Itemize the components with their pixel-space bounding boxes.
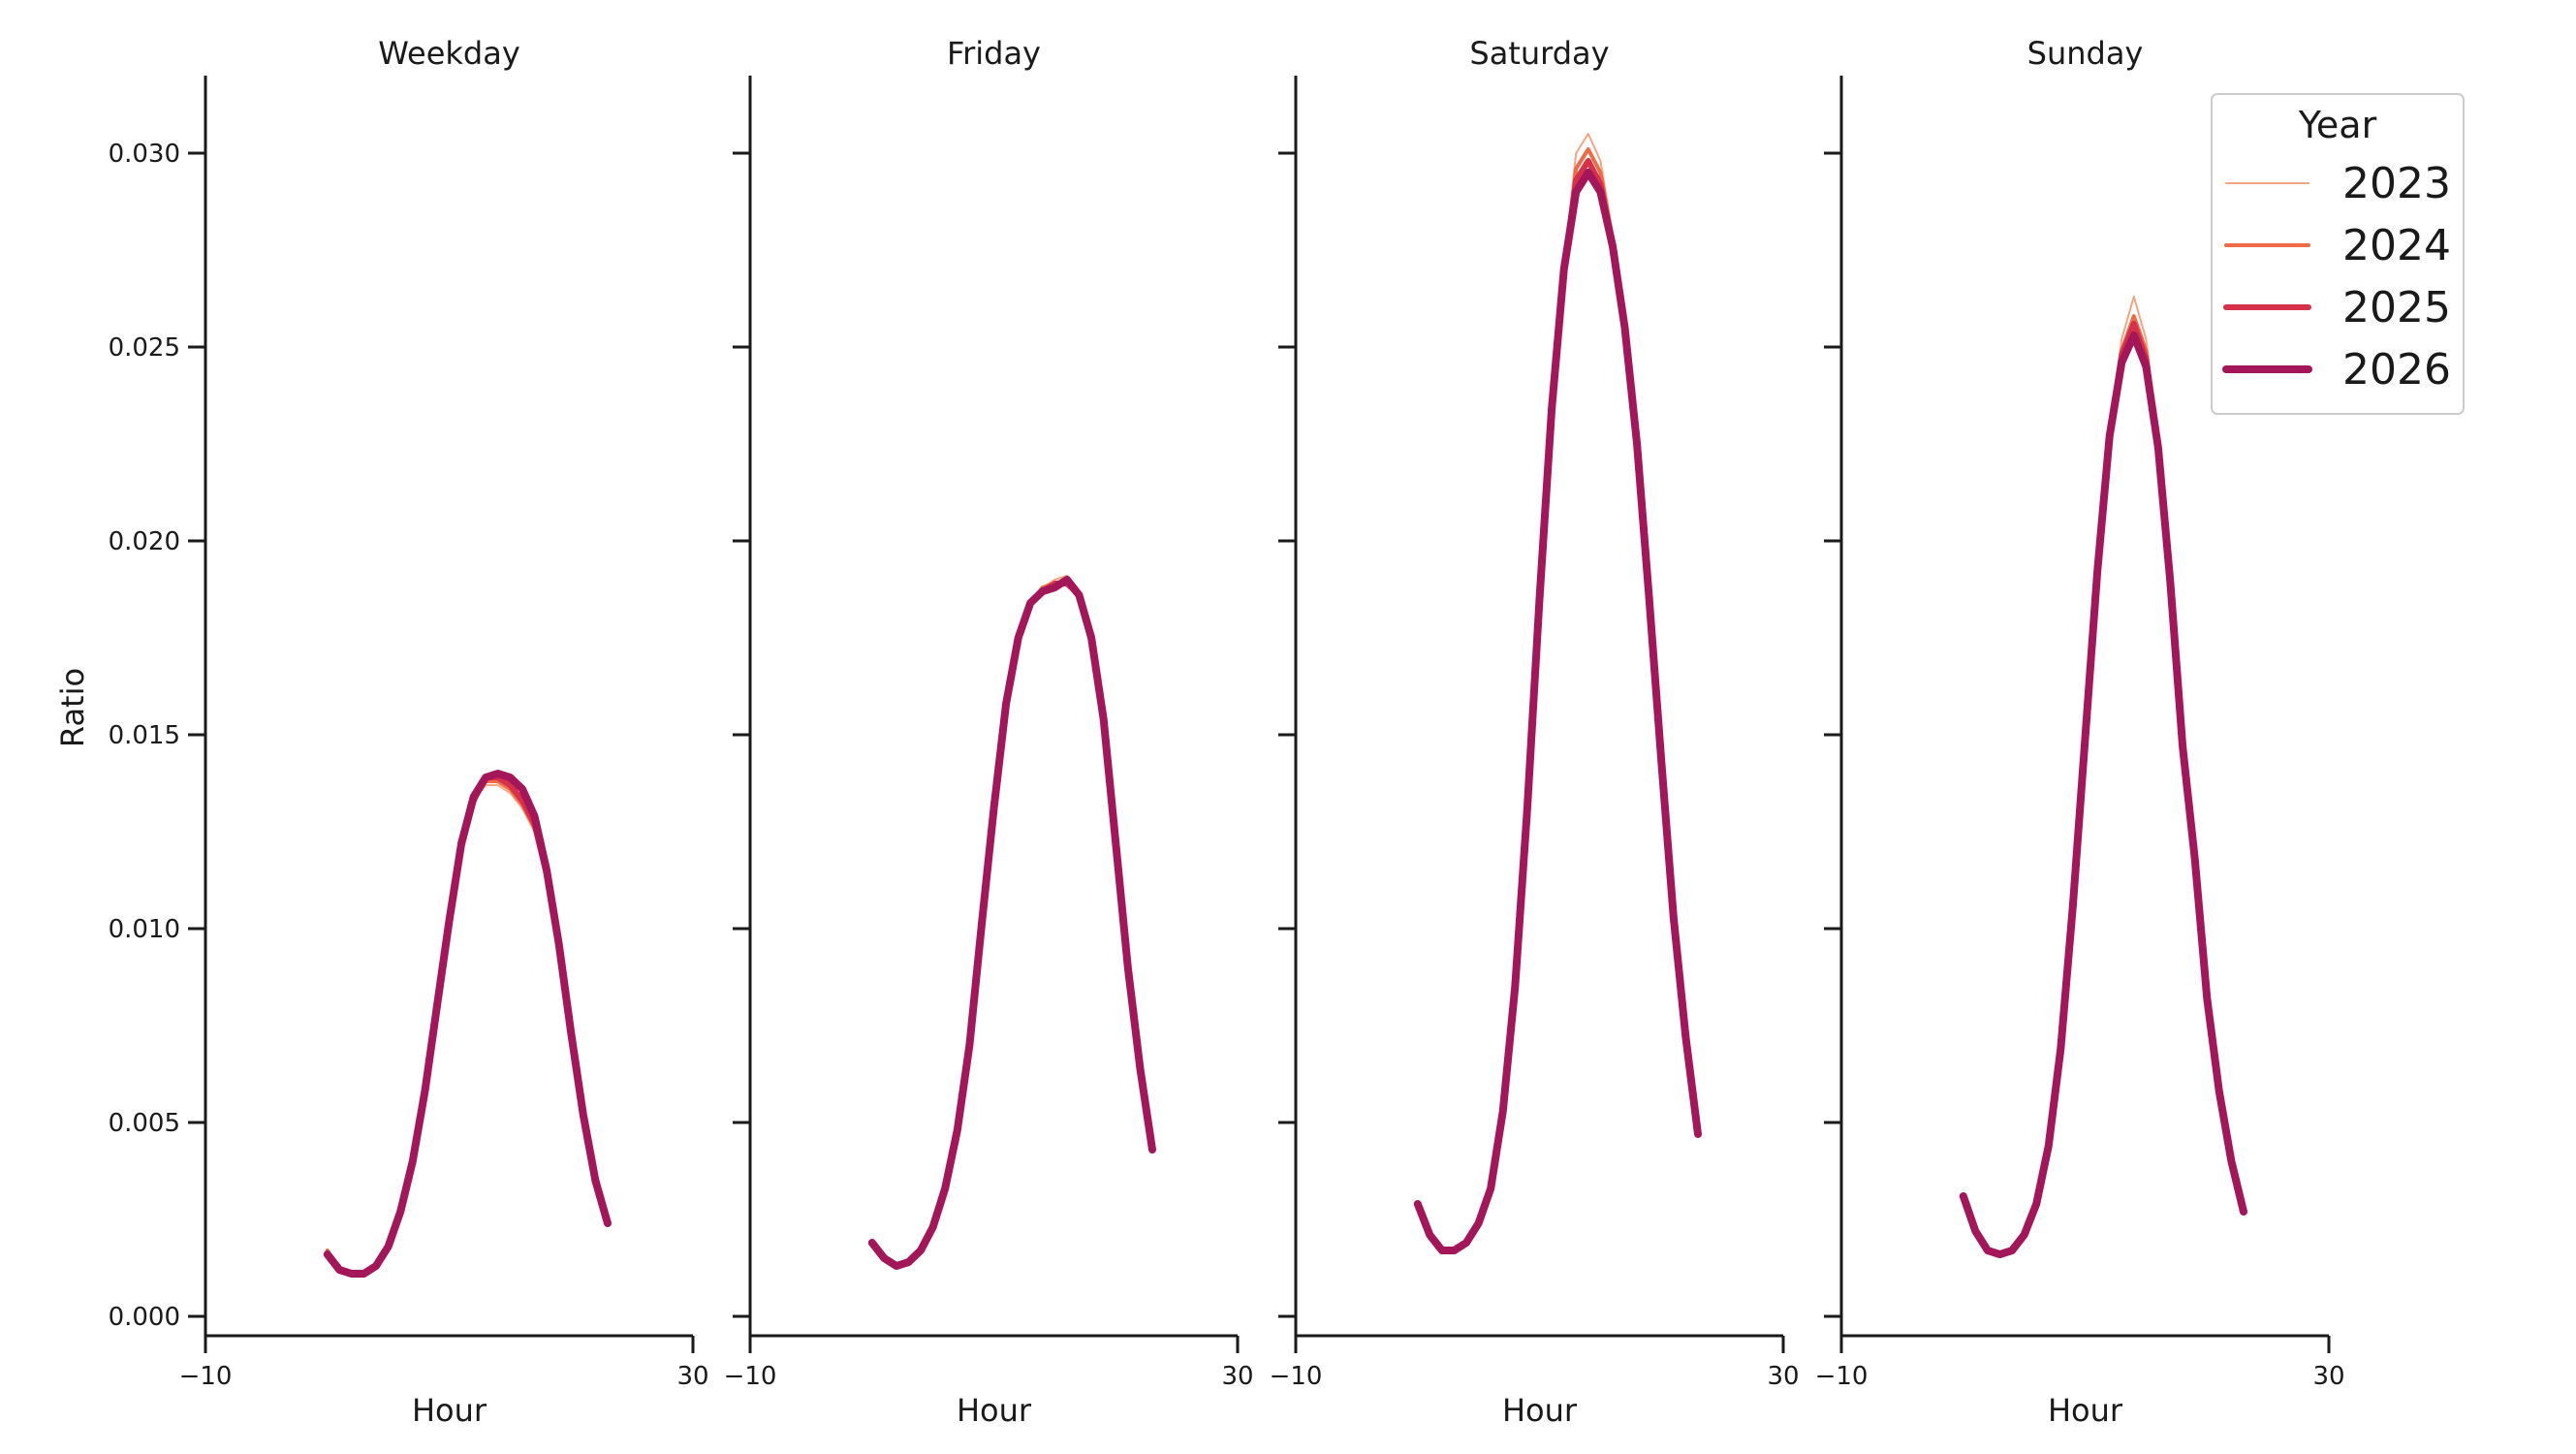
legend-label-2023: 2023 (2342, 159, 2451, 208)
x-axis-label: Hour (412, 1392, 487, 1429)
panel-saturday: Saturday −10 30 Hour (1270, 35, 1800, 1429)
legend-title: Year (2298, 104, 2377, 146)
y-tick-label: 0.005 (109, 1109, 180, 1138)
legend-label-2024: 2024 (2342, 221, 2451, 270)
y-tick-label: 0.030 (109, 140, 180, 169)
x-tick-label: 30 (1767, 1362, 1799, 1391)
panel-title: Saturday (1469, 35, 1609, 72)
series-line-2026 (323, 770, 612, 1278)
x-tick-label: 30 (1221, 1362, 1253, 1391)
y-tick-label: 0.010 (109, 915, 180, 944)
legend-label-2025: 2025 (2342, 283, 2451, 332)
panel-sunday: Sunday −10 30 Hour (1815, 35, 2345, 1429)
series-line-2026 (1413, 169, 1702, 1254)
panels: Weekday 0.000 0.005 0.010 0.015 0.020 0.025 0.0… (109, 35, 2345, 1429)
x-axis-label: Hour (957, 1392, 1032, 1429)
x-tick-label: 30 (2312, 1362, 2344, 1391)
panel-friday: Friday −10 30 Hour (724, 35, 1254, 1429)
series-line-2026 (1959, 332, 2247, 1258)
y-tick-label: 0.015 (109, 721, 180, 750)
y-tick-label: 0.020 (109, 527, 180, 556)
y-tick-label: 0.025 (109, 333, 180, 363)
x-tick-label: −10 (1815, 1362, 1869, 1391)
x-axis-label: Hour (1502, 1392, 1578, 1429)
panel-title: Friday (947, 35, 1041, 72)
x-tick-label: −10 (1270, 1362, 1323, 1391)
y-tick-label: 0.000 (109, 1303, 180, 1332)
y-axis-label: Ratio (54, 668, 91, 747)
x-axis-label: Hour (2048, 1392, 2123, 1429)
x-tick-label: −10 (179, 1362, 233, 1391)
panel-weekday: Weekday 0.000 0.005 0.010 0.015 0.020 0.025 0.0… (109, 35, 709, 1429)
x-tick-label: 30 (676, 1362, 708, 1391)
x-tick-label: −10 (724, 1362, 777, 1391)
series-line-2026 (867, 576, 1156, 1270)
panel-title: Weekday (378, 35, 520, 72)
legend-box (2211, 93, 2465, 415)
panel-title: Sunday (2027, 35, 2144, 72)
legend-label-2026: 2026 (2342, 345, 2451, 395)
legend: Year 2023 2024 2025 2026 (2211, 93, 2465, 415)
